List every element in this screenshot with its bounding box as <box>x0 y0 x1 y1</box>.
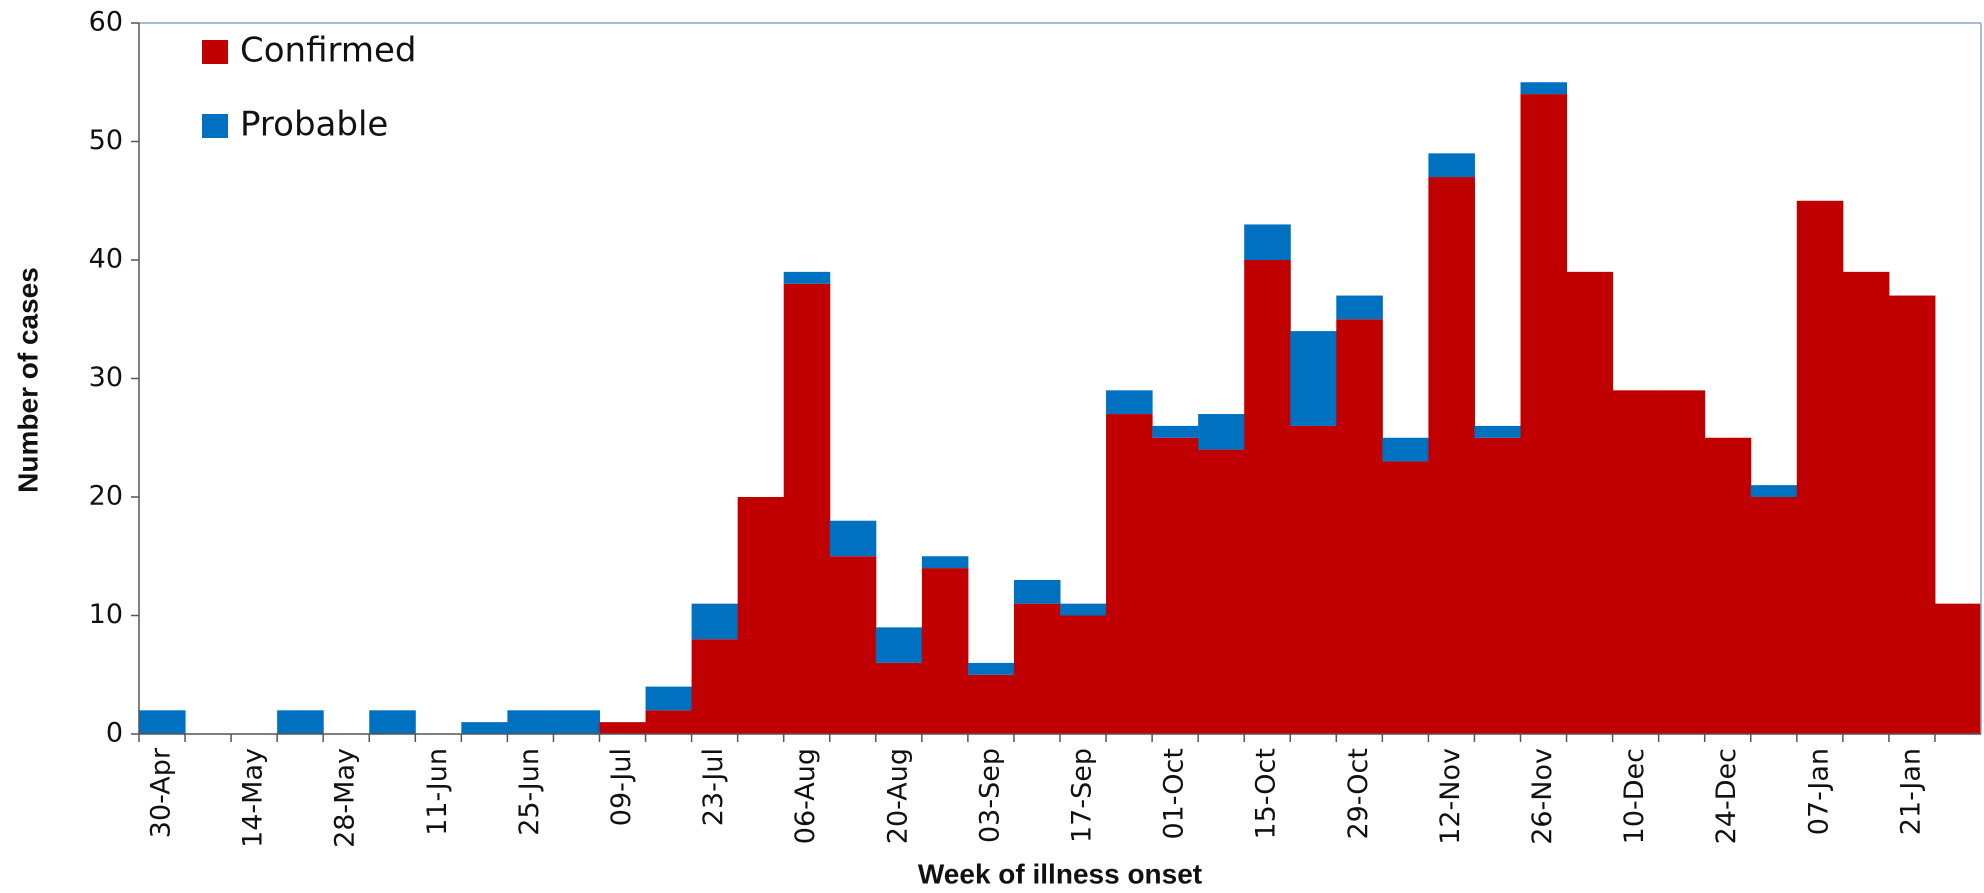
bar-segment <box>967 674 1015 734</box>
bar-segment <box>1428 177 1475 735</box>
bar-segment <box>277 710 324 734</box>
legend-swatch <box>202 40 228 64</box>
x-tick-label: 26-Nov <box>1527 748 1558 845</box>
legend-label: Probable <box>240 105 388 145</box>
y-axis-title: Number of cases <box>12 267 43 493</box>
bar-segment <box>1106 414 1153 734</box>
y-tick-label: 40 <box>89 244 123 275</box>
bar-segment <box>875 627 923 663</box>
bar-segment <box>783 271 831 284</box>
bar-segment <box>1934 603 1982 734</box>
bar-segment <box>1290 425 1337 734</box>
x-axis-title: Week of illness onset <box>918 858 1202 889</box>
bar-segment <box>921 556 969 569</box>
bar-segment <box>1888 295 1936 734</box>
y-tick-label: 0 <box>106 718 123 749</box>
bar-segment <box>1382 461 1429 734</box>
bar-segment <box>1013 579 1061 604</box>
x-tick-label: 23-Jul <box>698 748 729 826</box>
bar-segment <box>1244 224 1291 260</box>
x-tick-label: 10-Dec <box>1619 748 1650 844</box>
bar-segment <box>599 722 647 734</box>
x-tick-label: 14-May <box>238 748 269 848</box>
bar-segment <box>1474 437 1521 734</box>
x-tick-label: 11-Jun <box>422 748 453 836</box>
bar-segment <box>1520 82 1568 95</box>
y-tick-label: 10 <box>89 599 123 630</box>
legend-label: Confirmed <box>240 31 417 71</box>
x-tick-label: 06-Aug <box>790 748 821 844</box>
x-tick-label: 25-Jun <box>514 748 545 836</box>
x-tick-label: 07-Jan <box>1803 748 1834 835</box>
bar-segment <box>369 710 416 734</box>
bar-segment <box>1060 603 1107 616</box>
x-tick-label: 17-Sep <box>1067 748 1098 843</box>
x-tick-label: 09-Jul <box>606 748 637 826</box>
y-tick-label: 20 <box>89 481 123 512</box>
bar-segment <box>1474 425 1521 438</box>
y-tick-label: 60 <box>89 7 123 38</box>
x-tick-label: 21-Jan <box>1895 748 1926 835</box>
bar-segment <box>1750 485 1798 497</box>
bar-segment <box>1152 425 1199 438</box>
bar-segment <box>1704 437 1752 734</box>
bar-segment <box>1566 271 1614 734</box>
bar-segment <box>1842 271 1890 734</box>
y-tick-label: 30 <box>89 362 123 393</box>
x-tick-label: 29-Oct <box>1343 748 1374 840</box>
x-tick-label: 12-Nov <box>1435 748 1466 845</box>
bar-segment <box>461 722 508 734</box>
bar-segment <box>507 710 554 734</box>
bar-segment <box>875 662 923 734</box>
bar-segment <box>1336 319 1383 734</box>
bar-segment <box>1152 437 1199 734</box>
y-tick-label: 50 <box>89 125 123 156</box>
bar-segment <box>139 710 186 734</box>
bar-segment <box>1198 414 1245 450</box>
bar-segment <box>967 662 1015 675</box>
bar-segment <box>1013 603 1061 734</box>
bar-segment <box>1612 390 1660 734</box>
bar-segment <box>1428 153 1475 178</box>
bar-segment <box>1290 331 1337 426</box>
bar-segment <box>1750 497 1798 734</box>
x-tick-label: 15-Oct <box>1251 748 1282 840</box>
x-tick-label: 01-Oct <box>1159 748 1190 840</box>
bar-segment <box>691 603 739 640</box>
bar-segment <box>1796 200 1844 734</box>
bar-segment <box>1382 437 1429 462</box>
bar-segment <box>1106 390 1153 415</box>
bar-segment <box>1244 260 1291 734</box>
bar-segment <box>645 686 693 711</box>
x-tick-label: 24-Dec <box>1711 748 1742 844</box>
bar-segment <box>1198 449 1245 734</box>
x-tick-label: 03-Sep <box>974 748 1005 843</box>
bar-segment <box>1520 94 1568 735</box>
bar-segment <box>645 710 693 734</box>
legend-swatch <box>202 114 228 138</box>
x-tick-label: 30-Apr <box>146 747 177 838</box>
bar-segment <box>1658 390 1706 734</box>
bar-segment <box>1336 295 1383 320</box>
bar-segment <box>829 556 877 734</box>
bar-segment <box>921 568 969 734</box>
bar-segment <box>1060 615 1107 734</box>
x-tick-label: 20-Aug <box>882 748 913 844</box>
bar-segment <box>783 283 831 734</box>
bar-segment <box>829 520 877 557</box>
bar-segment <box>737 497 785 734</box>
bar-segment <box>691 639 739 734</box>
x-tick-label: 28-May <box>330 748 361 848</box>
bar-segment <box>553 710 600 734</box>
